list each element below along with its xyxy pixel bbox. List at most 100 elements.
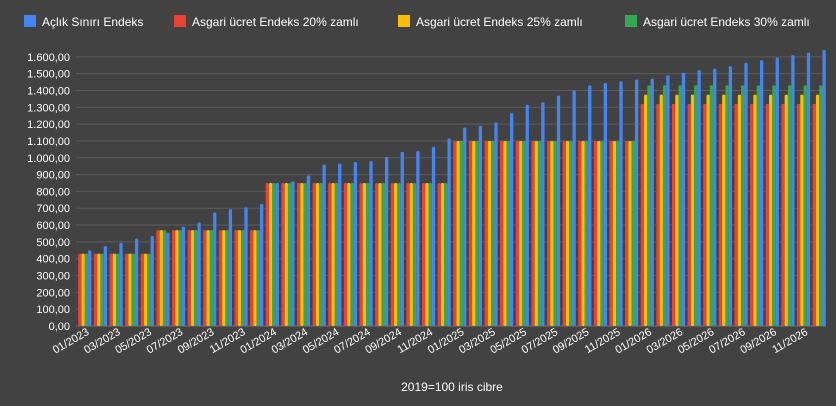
bar-01-2025-s0[interactable] bbox=[463, 127, 467, 326]
bar-05-2025-s0[interactable] bbox=[525, 104, 529, 326]
bar-10-2024-s3[interactable] bbox=[412, 183, 417, 326]
bar-04-2025-s2[interactable] bbox=[503, 140, 507, 326]
bar-07-2025-s1[interactable] bbox=[546, 140, 551, 326]
bar-06-2024-s0[interactable] bbox=[353, 161, 358, 326]
bar-10-2026-s2[interactable] bbox=[784, 94, 788, 326]
bar-05-2025-s3[interactable] bbox=[522, 140, 526, 326]
bar-06-2023-s2[interactable] bbox=[159, 230, 163, 326]
bar-01-2023-s0[interactable] bbox=[88, 250, 92, 326]
bar-12-2023-s2[interactable] bbox=[253, 230, 257, 326]
bar-07-2026-s0[interactable] bbox=[744, 62, 748, 327]
bar-08-2023-s1[interactable] bbox=[187, 230, 191, 326]
bar-07-2025-s3[interactable] bbox=[553, 140, 557, 326]
bar-06-2024-s2[interactable] bbox=[347, 183, 351, 326]
bar-01-2026-s3[interactable] bbox=[647, 85, 651, 327]
bar-10-2026-s3[interactable] bbox=[787, 85, 792, 327]
bar-05-2025-s1[interactable] bbox=[515, 140, 520, 326]
bar-02-2025-s0[interactable] bbox=[478, 125, 483, 326]
bar-03-2023-s0[interactable] bbox=[119, 242, 123, 326]
bar-10-2025-s3[interactable] bbox=[600, 140, 604, 326]
bar-04-2026-s1[interactable] bbox=[687, 103, 691, 326]
bar-07-2024-s3[interactable] bbox=[366, 183, 370, 326]
bar-07-2026-s3[interactable] bbox=[741, 85, 745, 327]
bar-11-2024-s2[interactable] bbox=[425, 183, 429, 326]
bar-04-2025-s3[interactable] bbox=[506, 140, 510, 326]
bar-10-2025-s2[interactable] bbox=[597, 140, 601, 326]
bar-04-2023-s3[interactable] bbox=[131, 253, 135, 326]
bar-01-2024-s2[interactable] bbox=[269, 183, 273, 326]
bar-12-2026-s3[interactable] bbox=[819, 85, 823, 327]
bar-02-2026-s0[interactable] bbox=[666, 75, 670, 327]
bar-08-2023-s0[interactable] bbox=[197, 222, 201, 326]
bar-02-2026-s1[interactable] bbox=[656, 103, 660, 326]
bar-06-2025-s0[interactable] bbox=[541, 102, 545, 326]
bar-07-2023-s1[interactable] bbox=[171, 230, 176, 326]
bar-08-2024-s0[interactable] bbox=[384, 156, 389, 326]
bar-02-2024-s0[interactable] bbox=[291, 181, 295, 326]
bar-08-2025-s2[interactable] bbox=[565, 140, 570, 326]
bar-01-2026-s0[interactable] bbox=[650, 78, 654, 326]
bar-03-2024-s3[interactable] bbox=[303, 183, 307, 326]
bar-11-2023-s0[interactable] bbox=[244, 207, 248, 326]
bar-07-2023-s3[interactable] bbox=[178, 230, 182, 326]
bar-06-2024-s1[interactable] bbox=[343, 183, 348, 326]
bar-12-2025-s2[interactable] bbox=[628, 140, 632, 326]
bar-02-2023-s0[interactable] bbox=[103, 246, 108, 326]
bar-08-2026-s2[interactable] bbox=[753, 94, 757, 326]
bar-08-2023-s2[interactable] bbox=[190, 230, 195, 326]
bar-06-2025-s1[interactable] bbox=[531, 140, 535, 326]
bar-04-2023-s1[interactable] bbox=[125, 253, 129, 326]
bar-07-2026-s1[interactable] bbox=[734, 103, 738, 326]
bar-03-2026-s2[interactable] bbox=[675, 94, 679, 326]
bar-09-2023-s1[interactable] bbox=[203, 230, 207, 326]
bar-05-2026-s0[interactable] bbox=[713, 68, 717, 326]
legend-item[interactable]: Asgari ücret Endeks 20% zamlı bbox=[174, 15, 359, 29]
bar-06-2026-s1[interactable] bbox=[718, 103, 723, 326]
bar-12-2024-s1[interactable] bbox=[437, 183, 441, 326]
bar-06-2023-s1[interactable] bbox=[156, 230, 160, 326]
bar-12-2025-s3[interactable] bbox=[631, 140, 635, 326]
bar-02-2025-s2[interactable] bbox=[472, 140, 476, 326]
bar-12-2024-s3[interactable] bbox=[444, 183, 448, 326]
bar-10-2023-s2[interactable] bbox=[222, 230, 226, 326]
bar-03-2025-s2[interactable] bbox=[487, 140, 492, 326]
bar-03-2023-s2[interactable] bbox=[112, 253, 117, 326]
bar-09-2026-s0[interactable] bbox=[775, 57, 779, 327]
bar-12-2025-s1[interactable] bbox=[625, 140, 629, 326]
bar-01-2026-s1[interactable] bbox=[640, 103, 645, 326]
bar-01-2023-s2[interactable] bbox=[81, 253, 85, 326]
bar-08-2026-s3[interactable] bbox=[756, 85, 760, 327]
bar-11-2023-s3[interactable] bbox=[241, 230, 245, 326]
bar-01-2026-s2[interactable] bbox=[644, 94, 648, 326]
bar-11-2025-s1[interactable] bbox=[609, 140, 613, 326]
bar-02-2025-s3[interactable] bbox=[475, 140, 479, 326]
bar-09-2026-s3[interactable] bbox=[772, 85, 776, 327]
bar-07-2024-s0[interactable] bbox=[369, 161, 373, 326]
bar-09-2025-s0[interactable] bbox=[588, 85, 592, 327]
bar-07-2023-s0[interactable] bbox=[181, 226, 186, 326]
bar-09-2026-s2[interactable] bbox=[769, 94, 773, 326]
bar-12-2026-s1[interactable] bbox=[812, 103, 816, 326]
bar-03-2026-s0[interactable] bbox=[681, 72, 686, 327]
bar-11-2025-s2[interactable] bbox=[612, 140, 617, 326]
bar-03-2025-s1[interactable] bbox=[484, 140, 488, 326]
legend-item[interactable]: Açlık Sınırı Endeks bbox=[24, 15, 143, 29]
bar-08-2025-s3[interactable] bbox=[569, 140, 573, 326]
bar-05-2023-s0[interactable] bbox=[150, 235, 154, 326]
bar-04-2024-s2[interactable] bbox=[315, 183, 320, 326]
bar-01-2025-s1[interactable] bbox=[453, 140, 457, 326]
bar-02-2025-s1[interactable] bbox=[468, 140, 473, 326]
bar-03-2024-s2[interactable] bbox=[300, 183, 304, 326]
bar-04-2023-s2[interactable] bbox=[128, 253, 132, 326]
bar-12-2024-s0[interactable] bbox=[447, 138, 451, 326]
bar-03-2024-s0[interactable] bbox=[306, 175, 311, 326]
bar-02-2024-s1[interactable] bbox=[281, 183, 285, 326]
bar-11-2024-s1[interactable] bbox=[421, 183, 426, 326]
bar-03-2025-s3[interactable] bbox=[491, 140, 495, 326]
bar-12-2025-s0[interactable] bbox=[634, 79, 639, 326]
bar-12-2026-s0[interactable] bbox=[822, 50, 826, 326]
bar-07-2024-s2[interactable] bbox=[362, 183, 367, 326]
bar-05-2024-s3[interactable] bbox=[334, 183, 339, 326]
bar-04-2023-s0[interactable] bbox=[134, 238, 139, 326]
bar-09-2023-s2[interactable] bbox=[206, 230, 210, 326]
